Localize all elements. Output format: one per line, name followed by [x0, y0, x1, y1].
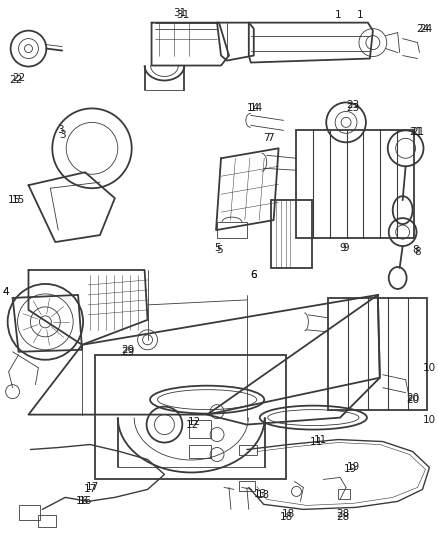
Text: 22: 22 [12, 74, 25, 84]
Text: 13: 13 [254, 489, 267, 499]
Text: 23: 23 [346, 103, 360, 114]
Text: 1: 1 [335, 10, 342, 20]
Text: 22: 22 [9, 76, 22, 85]
Text: 14: 14 [247, 103, 261, 114]
Bar [239, 481, 255, 491]
Text: 6: 6 [251, 270, 257, 280]
Bar [95, 355, 286, 480]
Bar [189, 445, 211, 458]
Text: 14: 14 [250, 103, 263, 114]
Text: 18: 18 [282, 510, 295, 519]
Text: 10: 10 [423, 363, 436, 373]
Text: 5: 5 [216, 245, 223, 255]
Bar [271, 200, 312, 268]
Text: 7: 7 [263, 133, 270, 143]
Text: 8: 8 [414, 247, 421, 257]
Text: 21: 21 [411, 127, 424, 138]
Text: 28: 28 [336, 510, 350, 519]
Bar [239, 445, 257, 455]
Text: 19: 19 [343, 464, 357, 474]
Text: 6: 6 [251, 270, 257, 280]
Bar [39, 515, 56, 527]
Bar [217, 222, 247, 238]
Text: 20: 20 [406, 393, 419, 402]
Text: 18: 18 [280, 512, 293, 522]
Text: 21: 21 [409, 127, 422, 138]
Bar [338, 489, 350, 499]
Text: 4: 4 [2, 287, 9, 297]
Text: 9: 9 [340, 243, 346, 253]
Text: 12: 12 [187, 417, 201, 426]
Text: 23: 23 [346, 100, 360, 110]
Bar [18, 505, 40, 520]
Text: 15: 15 [12, 195, 25, 205]
Text: 11: 11 [314, 434, 327, 445]
Text: 29: 29 [121, 345, 134, 355]
Text: 9: 9 [343, 243, 350, 253]
Text: 31: 31 [173, 7, 186, 18]
Bar [189, 419, 211, 438]
Text: 31: 31 [176, 10, 189, 20]
Text: 13: 13 [257, 490, 270, 500]
Text: 3: 3 [57, 125, 64, 135]
Text: 24: 24 [419, 23, 432, 34]
Text: 11: 11 [310, 437, 323, 447]
Text: 10: 10 [423, 415, 436, 425]
Text: 28: 28 [336, 512, 350, 522]
Text: 7: 7 [267, 133, 274, 143]
Text: 20: 20 [406, 394, 419, 405]
Text: 4: 4 [2, 287, 9, 297]
Text: 29: 29 [121, 347, 134, 357]
Bar [297, 131, 413, 238]
Bar [328, 298, 427, 410]
Text: 8: 8 [412, 245, 419, 255]
Text: 24: 24 [416, 23, 429, 34]
Text: 1: 1 [357, 10, 363, 20]
Text: 17: 17 [83, 484, 97, 495]
Text: 5: 5 [214, 243, 220, 253]
Text: 12: 12 [186, 419, 199, 430]
Text: 17: 17 [85, 482, 99, 492]
Text: 15: 15 [8, 195, 21, 205]
Text: 16: 16 [78, 496, 92, 506]
Text: 3: 3 [59, 131, 66, 140]
Text: 19: 19 [346, 463, 360, 472]
Text: 16: 16 [75, 496, 89, 506]
